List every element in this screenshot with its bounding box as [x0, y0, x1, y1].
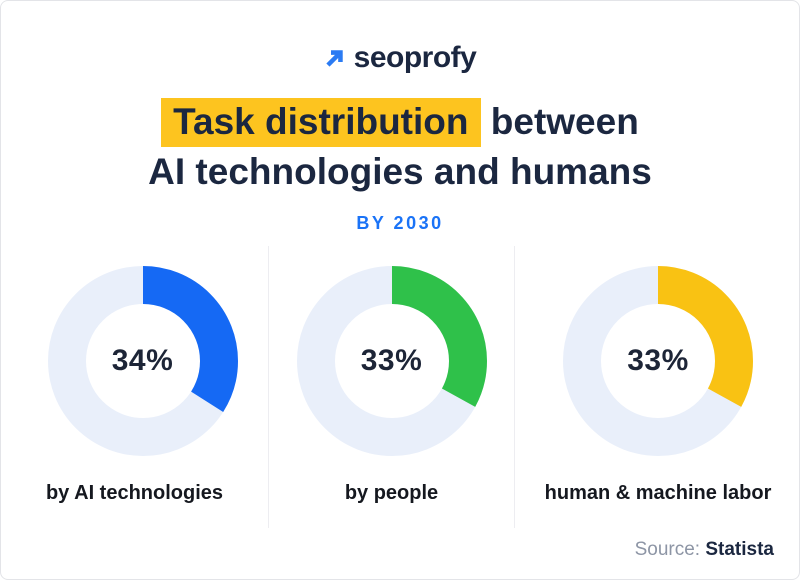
donut-label: by people: [344, 482, 439, 504]
logo: seoprofy: [1, 41, 799, 75]
source-attribution: Source: Statista: [635, 539, 774, 561]
title-highlight: Task distribution: [161, 98, 481, 147]
donut-percent: 34%: [111, 344, 174, 377]
donut-ring: 33%: [296, 266, 487, 456]
title-line2: AI technologies and humans: [148, 151, 652, 192]
donut-arc: [47, 266, 238, 456]
donut-chart-human-machine: 33% human & machine labor: [514, 246, 799, 528]
arrow-up-right-icon: [325, 49, 343, 67]
donut-charts-row: 34% by AI technologies 33% by people 33%: [1, 246, 799, 528]
donut-percent: 33%: [627, 344, 689, 377]
donut-ring: 33%: [563, 266, 753, 456]
donut-chart-ai-technologies: 34% by AI technologies: [1, 246, 268, 528]
title-line1: Task distribution between: [1, 97, 799, 147]
donut-label: by AI technologies: [45, 482, 224, 504]
subtitle: BY 2030: [356, 213, 444, 233]
donut-arc: [563, 266, 753, 456]
donut-arc: [296, 266, 487, 456]
logo-text: seoprofy: [353, 41, 477, 74]
donut-percent: 33%: [360, 344, 423, 377]
page-title: Task distribution between AI technologie…: [1, 97, 799, 197]
source-value: Statista: [705, 539, 774, 560]
donut-ring: 34%: [47, 266, 238, 456]
title-line1-rest: between: [480, 101, 639, 142]
donut-label: human & machine labor: [544, 482, 772, 504]
source-label: Source:: [634, 539, 701, 560]
donut-chart-people: 33% by people: [268, 246, 514, 528]
